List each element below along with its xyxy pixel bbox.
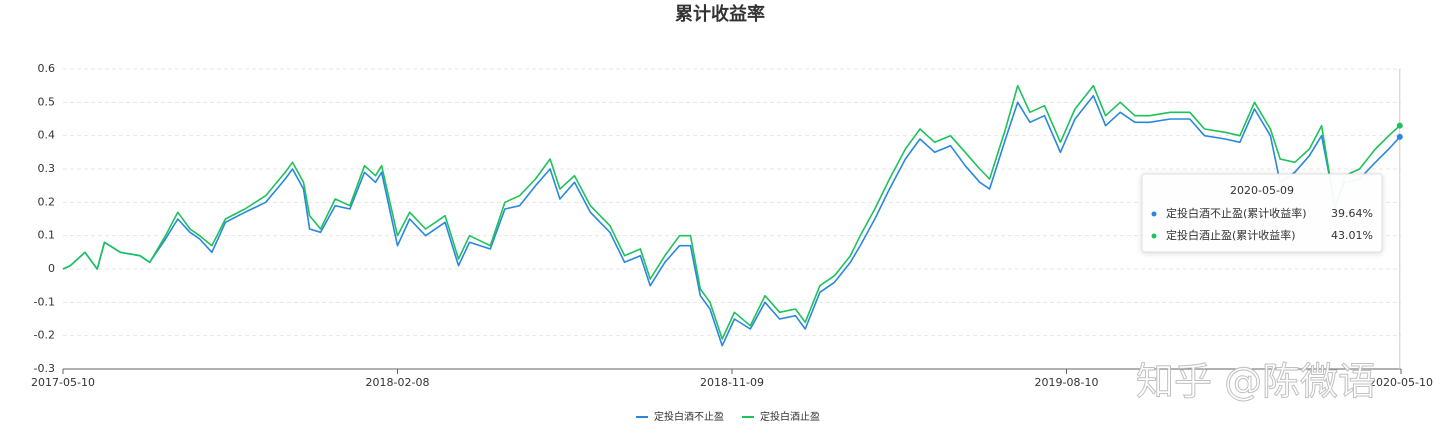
- watermark: 知乎 @陈微语: [1136, 360, 1376, 404]
- tooltip-title: 2020-05-09: [1230, 184, 1294, 197]
- y-tick-label: 0.6: [38, 62, 56, 75]
- x-tick-label: 2018-11-09: [700, 376, 764, 389]
- tooltip-marker: [1151, 211, 1157, 217]
- x-tick-label: 2020-05-10: [1369, 376, 1433, 389]
- y-tick-label: -0.1: [34, 295, 55, 308]
- y-tick-label: 0.1: [38, 229, 56, 242]
- y-tick-label: 0: [48, 262, 55, 275]
- tooltip-value: 39.64%: [1331, 207, 1373, 220]
- x-tick-label: 2019-08-10: [1035, 376, 1099, 389]
- tooltip-label: 定投白酒止盈(累计收益率): [1166, 228, 1296, 242]
- y-tick-label: 0.5: [38, 95, 56, 108]
- tooltip-marker: [1151, 233, 1157, 239]
- x-tick-label: 2017-05-10: [31, 376, 95, 389]
- y-tick-label: 0.2: [38, 195, 56, 208]
- y-tick-label: -0.2: [34, 329, 55, 342]
- y-tick-label: -0.3: [34, 362, 55, 375]
- highlight-point: [1396, 122, 1403, 129]
- series-line: [62, 84, 1401, 340]
- x-tick-label: 2018-02-08: [366, 376, 430, 389]
- chart-title: 累计收益率: [675, 3, 765, 25]
- legend-label: 定投白酒不止盈: [654, 410, 724, 423]
- y-tick-label: 0.4: [38, 129, 56, 142]
- series-line: [62, 94, 1401, 347]
- tooltip-box: [1141, 173, 1383, 253]
- legend-label: 定投白酒止盈: [760, 410, 820, 423]
- highlight-point: [1396, 133, 1403, 140]
- tooltip-label: 定投白酒不止盈(累计收益率): [1166, 206, 1307, 220]
- tooltip: 2020-05-09 定投白酒不止盈(累计收益率) 39.64% 定投白酒止盈(累计收…: [1141, 173, 1383, 253]
- tooltip-value: 43.01%: [1331, 229, 1373, 242]
- y-tick-label: 0.3: [38, 162, 56, 175]
